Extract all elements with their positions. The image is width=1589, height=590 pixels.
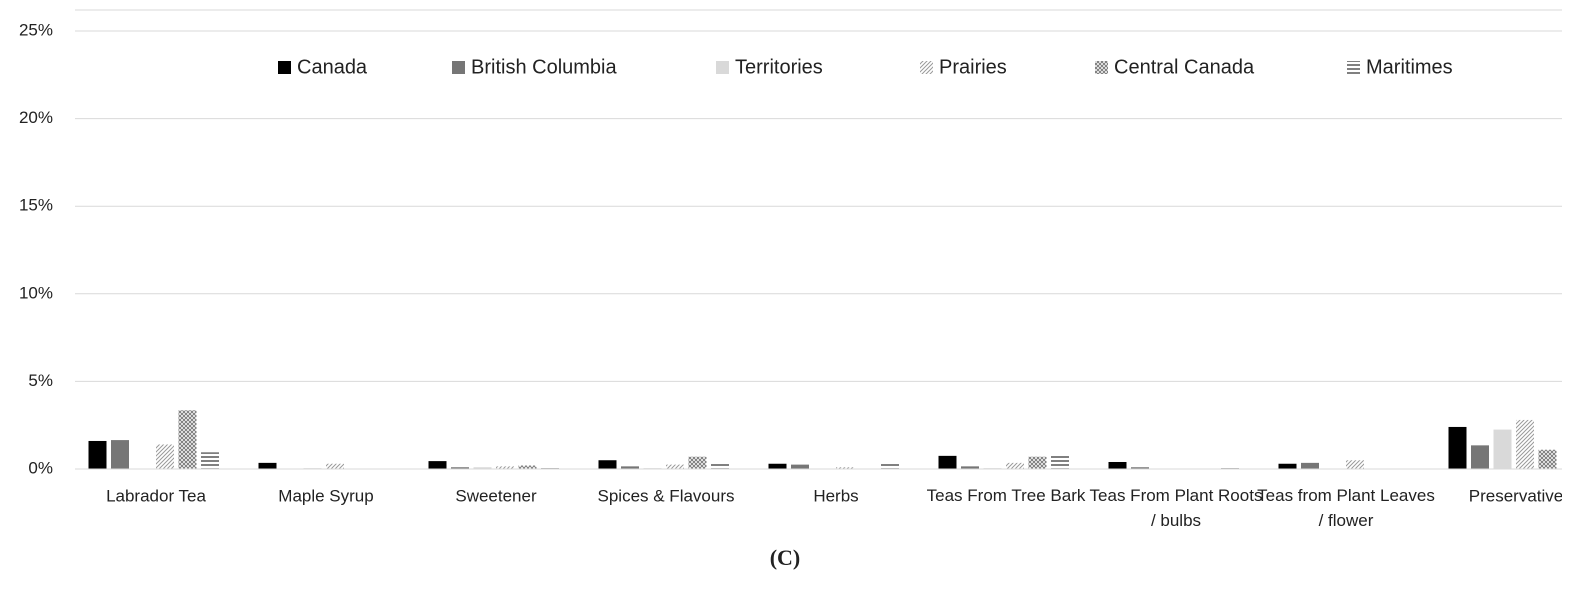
x-tick-label: Preservative bbox=[1469, 486, 1563, 505]
bar bbox=[938, 455, 957, 469]
bar bbox=[1131, 467, 1149, 469]
bar bbox=[201, 452, 219, 469]
bar bbox=[961, 466, 979, 469]
bar bbox=[881, 462, 899, 469]
y-tick-label: 0% bbox=[28, 458, 53, 477]
bar bbox=[496, 466, 514, 469]
bar bbox=[1278, 463, 1297, 469]
legend-marker bbox=[920, 61, 933, 74]
bar bbox=[688, 456, 707, 469]
y-tick-label: 10% bbox=[19, 283, 53, 302]
x-tick-label: Labrador Tea bbox=[106, 486, 206, 505]
bar bbox=[1538, 449, 1557, 469]
bar bbox=[428, 461, 447, 469]
legend-marker bbox=[452, 61, 465, 74]
bar bbox=[1301, 462, 1319, 469]
legend-label: Territories bbox=[735, 56, 823, 78]
legend-marker bbox=[716, 61, 729, 74]
y-tick-label: 20% bbox=[19, 108, 53, 127]
x-tick-label: Teas From Plant Roots / bulbs bbox=[1090, 486, 1263, 530]
legend-label: Canada bbox=[297, 56, 368, 78]
bar bbox=[473, 467, 492, 469]
bar bbox=[541, 467, 559, 469]
caption: (C) bbox=[770, 545, 801, 570]
bar bbox=[88, 440, 107, 469]
bar bbox=[836, 467, 854, 469]
x-tick-label: Sweetener bbox=[455, 486, 537, 505]
bar bbox=[1108, 461, 1127, 469]
legend-marker bbox=[1095, 61, 1108, 74]
bar bbox=[1448, 426, 1467, 469]
bar bbox=[768, 463, 787, 469]
bar bbox=[1493, 429, 1512, 469]
legend-marker bbox=[278, 61, 291, 74]
y-tick-label: 25% bbox=[19, 20, 53, 39]
bar bbox=[326, 463, 344, 469]
y-tick-label: 15% bbox=[19, 196, 53, 215]
bar bbox=[598, 460, 617, 469]
bar bbox=[156, 444, 174, 469]
bar bbox=[1028, 456, 1047, 469]
legend-label: Prairies bbox=[939, 56, 1007, 78]
legend-label: British Columbia bbox=[471, 56, 617, 78]
x-tick-label: Herbs bbox=[813, 486, 858, 505]
bar bbox=[1221, 467, 1239, 469]
legend-label: Central Canada bbox=[1114, 56, 1255, 78]
bar bbox=[1346, 460, 1364, 469]
bar bbox=[621, 466, 639, 469]
y-tick-label: 5% bbox=[28, 371, 53, 390]
bar bbox=[451, 467, 469, 469]
bar bbox=[711, 462, 729, 469]
legend: Canada British Columbia Territories Prairie… bbox=[278, 56, 1453, 78]
bar bbox=[1471, 445, 1489, 469]
plot-area: Labrador Tea Maple Syrup Sweetener Spices &… bbox=[75, 30, 1563, 530]
bar bbox=[178, 410, 197, 469]
x-tick-label: Maple Syrup bbox=[278, 486, 373, 505]
x-tick-label: Teas From Tree Bark bbox=[927, 486, 1086, 505]
legend-marker bbox=[1347, 61, 1360, 74]
legend-label: Maritimes bbox=[1366, 56, 1453, 78]
bar bbox=[666, 464, 684, 469]
x-tick-label: Teas from Plant Leaves / flower bbox=[1257, 486, 1435, 530]
bar bbox=[111, 440, 129, 469]
bar bbox=[1051, 454, 1069, 469]
bar bbox=[791, 464, 809, 469]
x-tick-label: Spices & Flavours bbox=[598, 486, 735, 505]
bar bbox=[1516, 419, 1534, 469]
bar bbox=[258, 462, 277, 469]
bar bbox=[518, 465, 537, 469]
bar bbox=[1006, 462, 1024, 469]
